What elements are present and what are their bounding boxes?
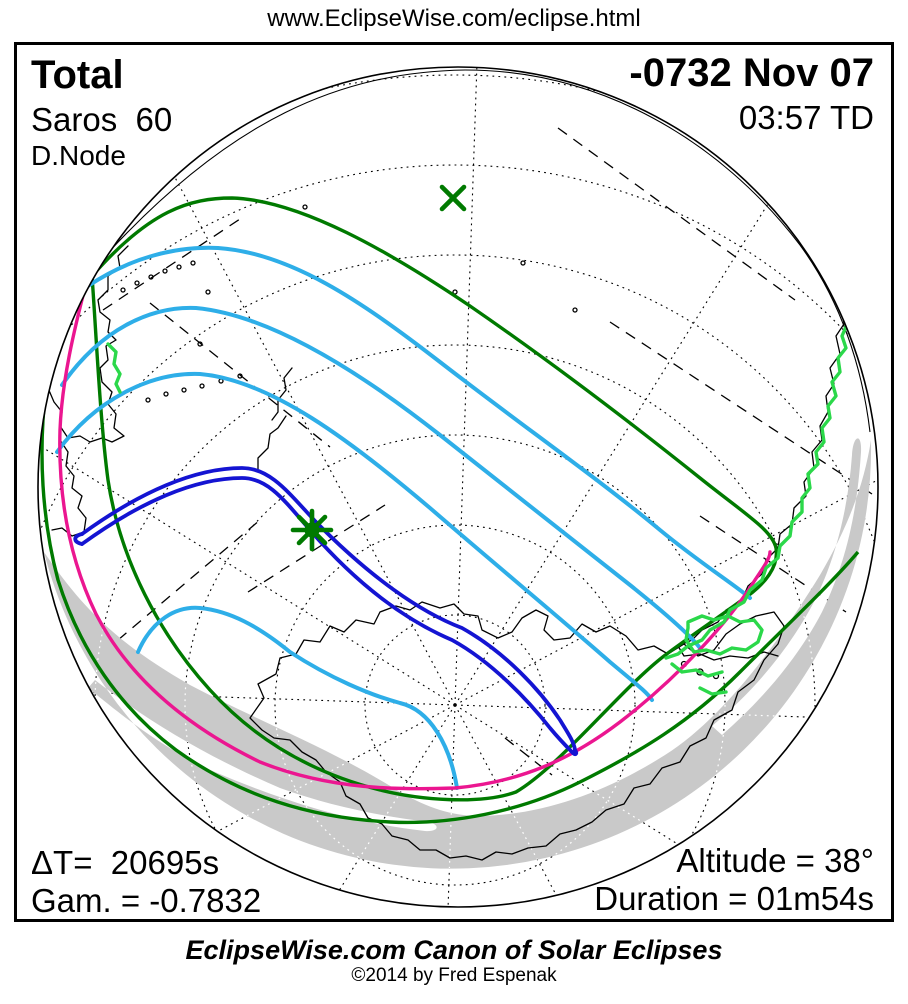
dashed-reference-lines [102, 127, 873, 776]
site-url: www.EclipseWise.com/eclipse.html [267, 5, 641, 32]
sunrise-sunset-terminator-curve-right [664, 320, 850, 660]
umbral-path-north-limit [80, 466, 577, 752]
magnitude-contour-4 [136, 605, 459, 790]
antarctica-coast [249, 601, 785, 861]
umbral-path-south-limit [80, 476, 574, 754]
globe-rim [37, 66, 879, 908]
eclipse-type-label: Total [31, 53, 124, 97]
penumbral-limit-inner-loop [90, 196, 779, 802]
umbral-path-east-cap [570, 748, 579, 757]
map-frame [14, 42, 894, 922]
duration-label: Duration = 01m54s [594, 880, 874, 917]
meridian-lines [38, 67, 878, 907]
sunrise-sunset-max-eclipse-curve [58, 278, 772, 791]
new-zealand-south-island [257, 415, 287, 471]
magnitude-contour-3 [55, 371, 654, 702]
terminator-curve [105, 69, 871, 433]
sunrise-sunset-terminator-segment-a [670, 662, 724, 678]
sunrise-sunset-terminator-loop [684, 614, 764, 656]
sunrise-sunset-terminator-segment-b [698, 686, 728, 696]
x-marker [439, 184, 467, 212]
sunrise-sunset-terminator-curve-left [106, 342, 122, 394]
saros-label: Saros 60 [31, 101, 173, 138]
footer-copyright: ©2014 by Fred Espenak [351, 965, 557, 986]
magnitude-contour-2 [60, 305, 702, 650]
node-label: D.Node [31, 140, 126, 171]
umbral-path-west-cap [73, 532, 84, 546]
greatest-eclipse-asterisk-marker [290, 508, 334, 552]
magnitude-contour-1 [86, 245, 752, 600]
gamma-label: Gam. = -0.7832 [31, 882, 262, 919]
eclipse-date-label: -0732 Nov 07 [629, 51, 874, 95]
altitude-label: Altitude = 38° [676, 842, 874, 879]
new-zealand-north-island [271, 367, 293, 421]
globe-disc [38, 67, 878, 907]
footer-title: EclipseWise.com Canon of Solar Eclipses [185, 935, 723, 965]
delta-t-label: ΔT= 20695s [31, 844, 220, 881]
eclipse-time-label: 03:57 TD [738, 99, 874, 136]
